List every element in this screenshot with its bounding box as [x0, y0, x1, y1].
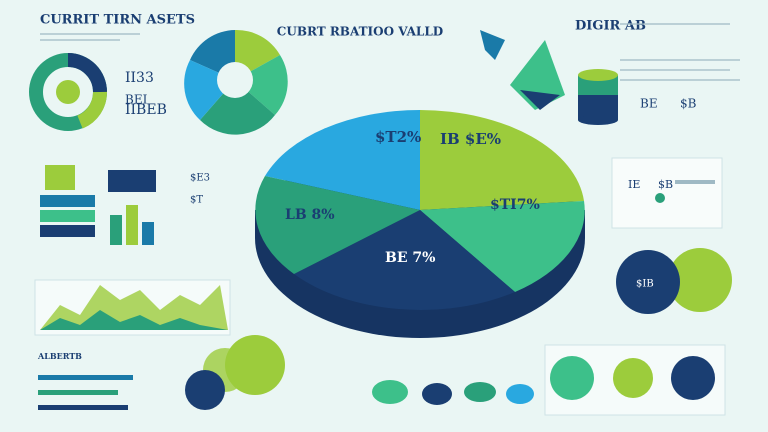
cylinder: [578, 69, 618, 125]
pie-label: IB $E%: [440, 130, 501, 148]
stat: IIBEB: [125, 102, 167, 118]
small-label: $E3: [190, 173, 210, 184]
dot: [655, 193, 665, 203]
pie-label: $T2%: [375, 128, 421, 146]
pie-label: LB 8%: [285, 207, 335, 223]
stat: $B: [680, 97, 697, 111]
pie: [255, 110, 585, 338]
caption-bars: [38, 375, 133, 410]
pie-label: $TI7%: [490, 197, 540, 213]
bar-panel: [40, 165, 156, 245]
stat: BE: [640, 97, 658, 111]
badge: $IB: [636, 279, 654, 290]
stat: BEI: [125, 93, 148, 107]
sunburst: [184, 29, 288, 135]
rule: [675, 180, 715, 184]
donut: [29, 53, 108, 131]
small-label: $T: [190, 195, 203, 206]
area-chart: [34, 279, 231, 336]
stat: IE: [628, 178, 640, 191]
center-title: CUBRT RBATIOO VALLD: [277, 25, 443, 39]
panel: [611, 157, 723, 229]
title-rules: [40, 33, 140, 41]
title: CURRIT TIRN ASETS: [40, 13, 195, 28]
right-rules: [620, 23, 740, 81]
stat: II33: [125, 70, 154, 86]
caption: ALBERTB: [37, 351, 82, 361]
stat: $B: [658, 178, 673, 191]
pebbles: [372, 380, 534, 405]
crystal: [480, 30, 565, 110]
bottom-panel: [544, 344, 726, 416]
pie-label: BE 7%: [385, 250, 435, 266]
venn: [616, 248, 732, 314]
bubbles: [185, 335, 285, 410]
right-title: DIGIR AB: [575, 19, 646, 34]
